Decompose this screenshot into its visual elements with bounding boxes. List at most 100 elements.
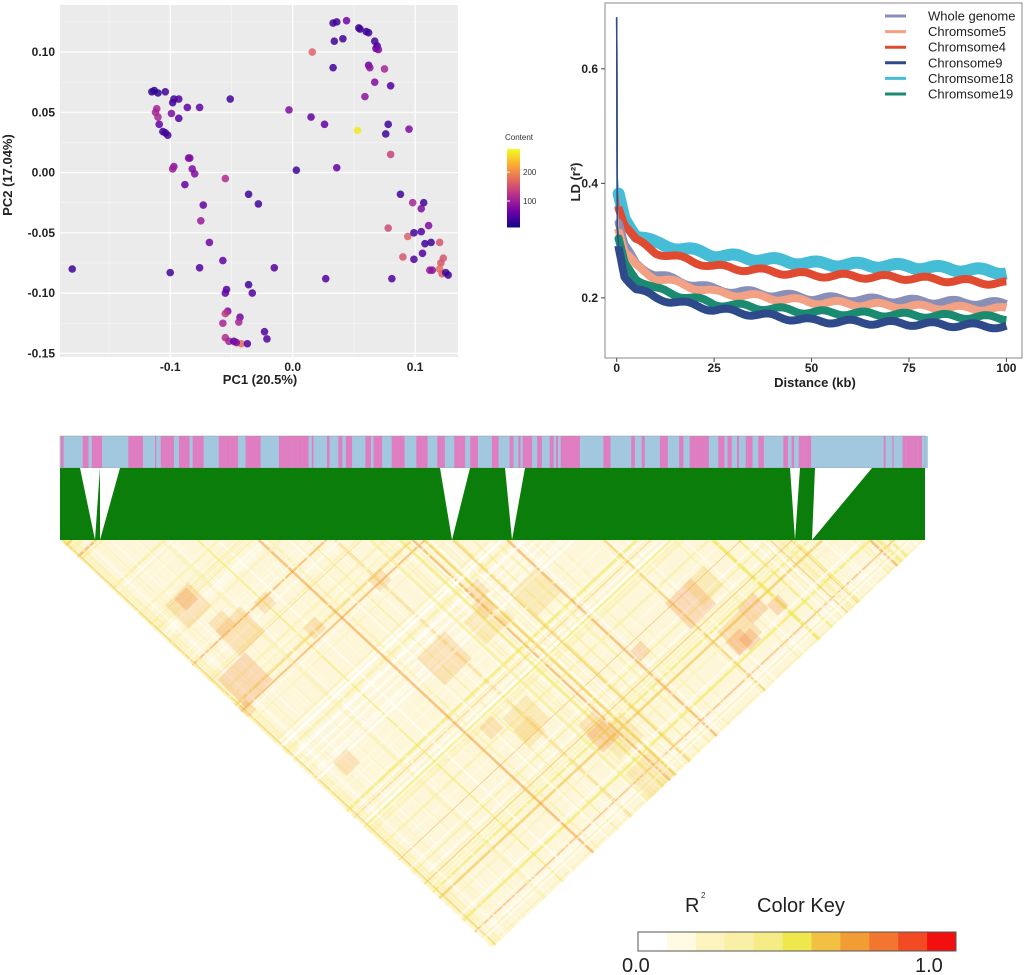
pca-point <box>332 163 341 172</box>
track-segment <box>391 436 398 468</box>
track-segment <box>128 436 132 468</box>
track-segment <box>427 436 432 468</box>
track-segment <box>644 436 648 468</box>
track-segment <box>881 436 884 468</box>
heatmap-stripe <box>60 540 73 948</box>
track-segment <box>679 436 684 468</box>
heatmap-stripe <box>60 540 220 948</box>
heatmap-ld-block <box>767 594 789 616</box>
pca-point <box>232 338 241 347</box>
track-segment <box>63 436 70 468</box>
r2-color-key: R 2 Color Key 0.0 1.0 <box>622 891 957 975</box>
colorbar-segment <box>507 203 520 207</box>
heatmap-stripe <box>355 540 793 948</box>
track-segment <box>91 436 98 468</box>
pca-point <box>244 280 253 289</box>
ld-x-tick-label: 0 <box>613 361 620 375</box>
pca-point <box>243 339 252 348</box>
track-segment <box>798 436 805 468</box>
track-segment <box>603 436 607 468</box>
track-segment <box>156 436 161 468</box>
ld-x-tick-label: 100 <box>996 361 1016 375</box>
track-segment <box>331 436 334 468</box>
links-gap <box>790 468 800 540</box>
track-segment <box>465 436 469 468</box>
heatmap-stripe <box>60 540 251 948</box>
pca-point <box>254 200 263 208</box>
track-segment <box>791 436 795 468</box>
track-segment <box>285 436 288 468</box>
colorbar-segment <box>507 166 520 169</box>
track-segment <box>579 436 583 468</box>
track-segment <box>131 436 138 468</box>
track-segment <box>470 436 474 468</box>
track-segment <box>591 436 599 468</box>
chromosome-track <box>59 435 928 469</box>
track-segment <box>155 436 157 468</box>
pca-tick-labels: -0.1 0.0 0.1 0.10 0.05 0.00 -0.05 -0.10 -0.15 <box>28 45 424 374</box>
ld-tick-labels: 0 25 50 75 100 0.2 0.4 0.6 <box>581 62 1016 375</box>
track-segment <box>225 436 231 468</box>
pca-point <box>221 289 230 297</box>
ld-y-tick-label: 0.2 <box>581 291 598 305</box>
heatmap-ld-block <box>463 600 509 645</box>
colorbar-segment <box>507 215 520 218</box>
legend-label: Chronsome9 <box>928 55 1002 70</box>
color-key-swatch <box>840 932 870 951</box>
track-segment <box>701 436 705 468</box>
pca-point <box>199 201 208 209</box>
track-segment <box>287 436 292 468</box>
ld-x-tick-label: 50 <box>805 361 819 375</box>
pca-point <box>380 65 389 73</box>
track-segment <box>745 436 748 468</box>
heatmap-stripe <box>60 540 86 948</box>
track-segment <box>518 436 521 468</box>
track-segment <box>789 436 792 468</box>
track-segment <box>641 436 645 468</box>
track-segment <box>736 436 740 468</box>
track-segment <box>804 436 812 468</box>
track-segment <box>311 436 314 468</box>
track-segment <box>345 436 353 468</box>
track-segment <box>338 436 343 468</box>
links-gap <box>440 468 470 540</box>
colorbar-segment <box>507 189 520 193</box>
track-segment <box>178 436 184 468</box>
heatmap-ld-block <box>464 578 490 604</box>
pca-point <box>190 169 199 178</box>
track-segment <box>342 436 345 468</box>
heatmap-stripe <box>852 540 925 948</box>
track-segment <box>653 436 660 468</box>
track-segment <box>667 436 675 468</box>
track-segment <box>537 436 541 468</box>
track-segment <box>110 436 117 468</box>
pca-point <box>270 263 279 272</box>
track-segment <box>209 436 215 468</box>
track-segment <box>313 436 315 468</box>
colorbar-segment <box>507 156 520 160</box>
color-key-superscript: 2 <box>701 891 706 900</box>
heatmap-stripe <box>775 540 925 948</box>
heatmap-stripe <box>60 540 234 948</box>
track-segment <box>454 436 460 468</box>
heatmap-ld-block <box>479 715 504 740</box>
track-segment <box>520 436 523 468</box>
heatmap-stripe <box>472 540 912 948</box>
pca-y-tick-label: 0.05 <box>32 105 56 119</box>
track-segment <box>479 436 486 468</box>
ld-x-tick-label: 25 <box>707 361 721 375</box>
heatmap-stripe <box>769 540 925 948</box>
pca-point <box>183 103 192 112</box>
heatmap-stripe <box>62 540 500 948</box>
colorbar-segment <box>507 184 520 187</box>
track-segment <box>352 436 359 468</box>
ld-y-axis-label: LD (r²) <box>568 163 583 202</box>
heatmap-stripe <box>869 540 925 948</box>
track-segment <box>235 436 239 468</box>
track-segment <box>102 436 109 468</box>
links-band <box>60 468 925 540</box>
track-segment <box>468 436 471 468</box>
colorbar-segment <box>507 225 520 228</box>
pca-point <box>439 254 448 262</box>
pca-point <box>386 150 395 159</box>
